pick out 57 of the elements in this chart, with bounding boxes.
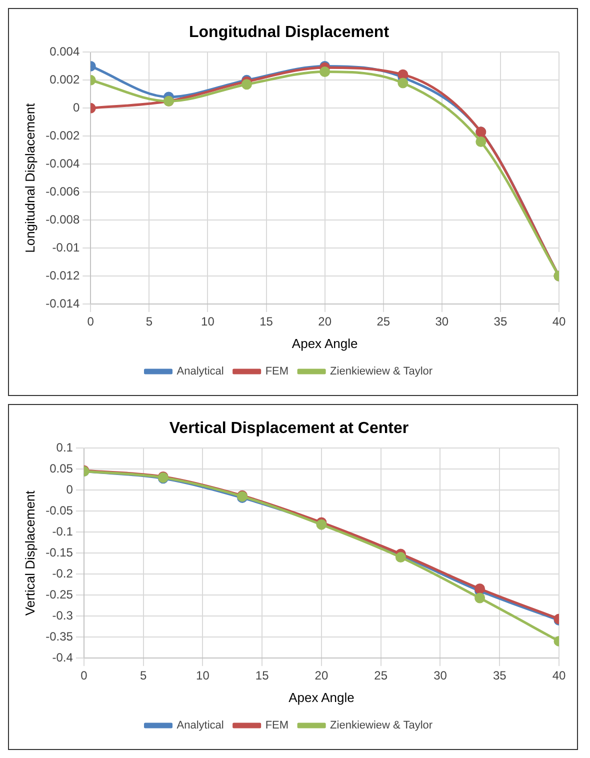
legend-label: FEM (265, 366, 289, 378)
legend-label: FEM (265, 720, 289, 732)
x-tick-label: 25 (374, 668, 388, 683)
chart-title: Longitudnal Displacement (188, 24, 390, 42)
x-axis-title: Apex Angle (288, 690, 354, 705)
x-tick-label: 35 (492, 668, 507, 683)
x-tick-label: 40 (552, 668, 566, 683)
y-tick-label: -0.008 (46, 212, 80, 226)
chart-title: Vertical Displacement at Center (169, 420, 409, 438)
x-tick-label: 20 (314, 668, 328, 683)
x-tick-label: 15 (260, 314, 274, 329)
y-tick-label: 0 (72, 100, 80, 114)
legend-label: Analytical (176, 720, 224, 732)
y-tick-label: 0.1 (56, 440, 74, 455)
y-tick-label: -0.014 (46, 296, 80, 310)
y-tick-label: -0.012 (46, 268, 80, 282)
y-tick-label: 0.002 (50, 72, 80, 86)
point (241, 79, 252, 90)
x-tick-label: 35 (494, 314, 508, 329)
y-tick-label: -0.05 (46, 503, 74, 518)
point (398, 78, 408, 88)
x-tick-label: 15 (255, 668, 270, 683)
y-tick-label: 0 (66, 482, 74, 496)
y-tick-label: -0.35 (46, 629, 74, 644)
y-tick-label: -0.15 (46, 545, 74, 560)
y-tick-label: -0.004 (46, 156, 80, 170)
x-tick-label: 25 (376, 314, 390, 329)
y-tick-label: -0.4 (52, 650, 74, 664)
legend-label: Zienkiewiew & Taylor (330, 720, 433, 732)
legend-label: Zienkiewiew & Taylor (330, 366, 433, 378)
y-tick-label: 0.05 (50, 461, 74, 476)
point (474, 592, 486, 604)
x-tick-label: 30 (435, 314, 449, 329)
y-tick-label: -0.3 (52, 608, 74, 622)
y-axis-title: Longitudnal Displacement (22, 102, 38, 253)
point (398, 69, 408, 80)
x-tick-label: 10 (201, 314, 215, 329)
y-tick-label: -0.006 (46, 184, 80, 198)
x-tick-label: 20 (318, 314, 332, 329)
point (320, 66, 330, 78)
x-tick-label: 30 (434, 668, 448, 683)
x-tick-label: 5 (146, 314, 153, 329)
y-tick-label: -0.25 (46, 587, 74, 602)
x-tick-label: 5 (140, 668, 147, 683)
x-axis-title: Apex Angle (292, 336, 358, 351)
legend-label: Analytical (176, 366, 224, 378)
y-tick-label: -0.01 (52, 240, 80, 254)
x-tick-label: 0 (87, 314, 94, 329)
point (395, 552, 406, 563)
y-tick-label: -0.2 (52, 566, 74, 580)
y-tick-label: -0.1 (52, 524, 74, 538)
x-tick-label: 40 (552, 314, 566, 329)
y-tick-label: 0.004 (50, 44, 80, 59)
y-axis-title: Vertical Displacement (22, 490, 38, 616)
y-tick-label: -0.002 (46, 128, 80, 142)
x-tick-label: 10 (196, 668, 210, 683)
point (476, 136, 486, 147)
